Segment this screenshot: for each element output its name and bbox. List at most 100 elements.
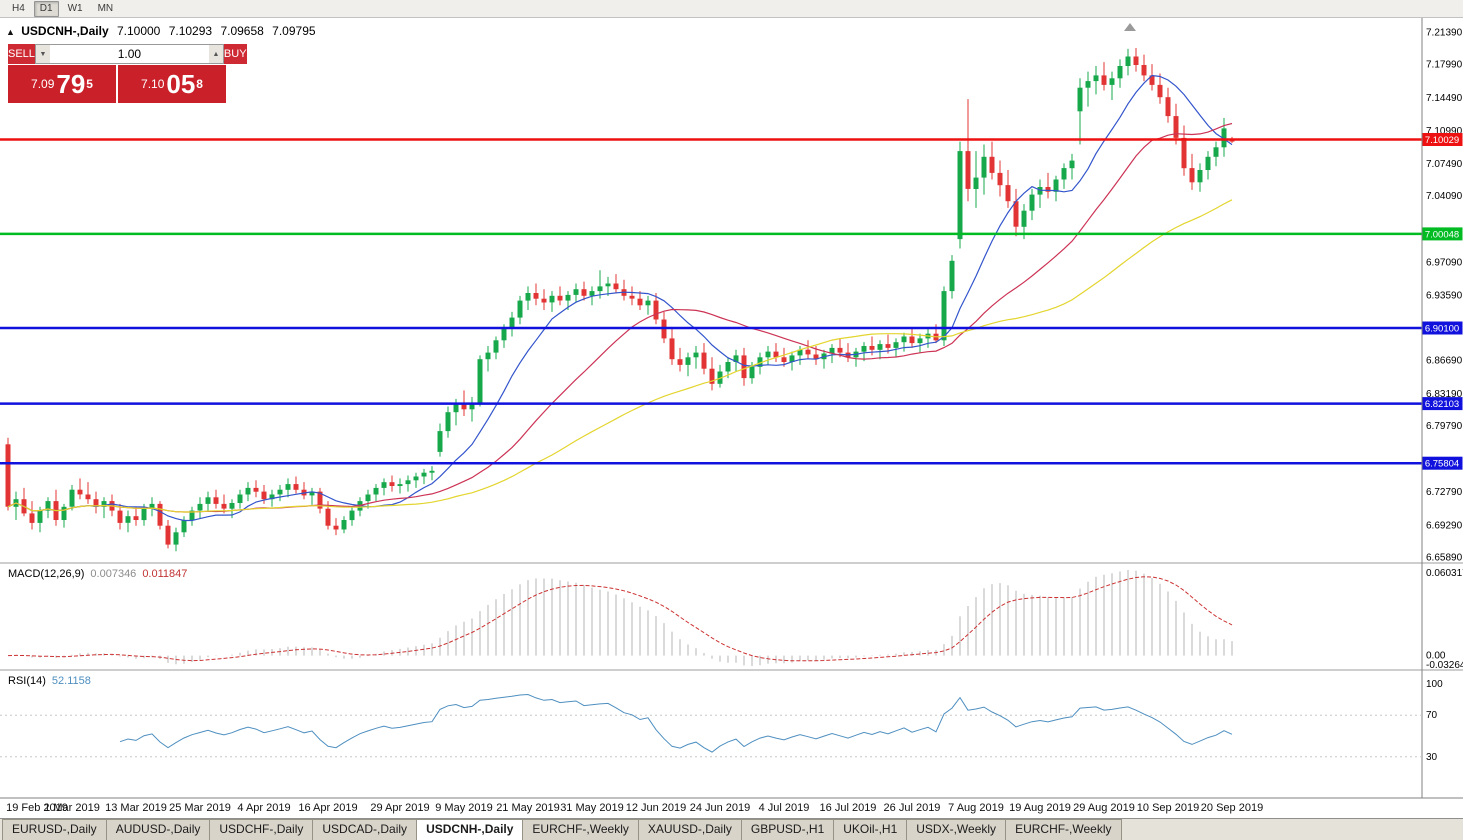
sell-pipette: 5 bbox=[86, 77, 93, 91]
chart-tab[interactable]: EURCHF-,Weekly bbox=[522, 819, 639, 840]
date-label: 29 Aug 2019 bbox=[1073, 802, 1135, 814]
svg-text:6.90100: 6.90100 bbox=[1425, 324, 1459, 335]
sell-button[interactable]: SELL bbox=[8, 44, 35, 64]
svg-text:6.82103: 6.82103 bbox=[1425, 399, 1459, 410]
chart-tab[interactable]: XAUUSD-,Daily bbox=[637, 819, 742, 840]
svg-text:-0.032648: -0.032648 bbox=[1426, 660, 1463, 671]
chart-window: 7.21390 7.17990 7.14490 7.10990 7.07490 7.040… bbox=[0, 18, 1463, 818]
svg-text:6.72790: 6.72790 bbox=[1426, 487, 1463, 498]
svg-text:6.86690: 6.86690 bbox=[1426, 356, 1463, 367]
svg-text:6.83190: 6.83190 bbox=[1426, 389, 1463, 400]
date-label: 25 Mar 2019 bbox=[169, 802, 231, 814]
volume-increase-icon[interactable]: ▲ bbox=[208, 45, 223, 63]
rsi-value: 52.1158 bbox=[51, 675, 91, 687]
svg-text:6.93590: 6.93590 bbox=[1426, 291, 1463, 302]
buy-price-button[interactable]: 7.10 05 8 bbox=[118, 65, 226, 103]
date-label: 29 Apr 2019 bbox=[370, 802, 430, 814]
one-click-trading-panel: SELL ▼ ▲ BUY 7.09 79 5 7.10 05 8 bbox=[8, 44, 247, 103]
ohlc-close: 7.09795 bbox=[272, 24, 316, 38]
chart-tab[interactable]: AUDUSD-,Daily bbox=[105, 819, 211, 840]
date-label: 16 Jul 2019 bbox=[819, 802, 877, 814]
date-label: 1 Mar 2019 bbox=[44, 802, 100, 814]
chart-symbol-label: USDCNH-,Daily bbox=[21, 24, 109, 38]
date-label: 19 Aug 2019 bbox=[1009, 802, 1071, 814]
macd-name: MACD(12,26,9) bbox=[8, 568, 85, 580]
chart-shift-marker-icon[interactable] bbox=[1124, 23, 1136, 31]
timeframe-w1-button[interactable]: W1 bbox=[67, 2, 83, 14]
macd-main-value: 0.007346 bbox=[90, 568, 137, 580]
ohlc-open: 7.10000 bbox=[116, 24, 161, 38]
date-label: 20 Sep 2019 bbox=[1200, 802, 1264, 814]
chart-tab[interactable]: USDCHF-,Daily bbox=[209, 819, 314, 840]
chart-tab[interactable]: GBPUSD-,H1 bbox=[740, 819, 835, 840]
chart-tab[interactable]: EURUSD-,Daily bbox=[2, 819, 107, 840]
svg-text:7.00048: 7.00048 bbox=[1425, 229, 1459, 240]
timeframe-d1-button[interactable]: D1 bbox=[33, 0, 59, 17]
chart-header: ▲ USDCNH-,Daily 7.10000 7.10293 7.09658 … bbox=[6, 24, 316, 38]
buy-pips: 05 bbox=[166, 69, 196, 99]
sell-pips: 79 bbox=[56, 69, 86, 99]
svg-text:6.97090: 6.97090 bbox=[1426, 257, 1463, 268]
svg-text:6.75804: 6.75804 bbox=[1425, 459, 1459, 470]
buy-button[interactable]: BUY bbox=[223, 44, 247, 64]
date-label: 13 Mar 2019 bbox=[105, 802, 167, 814]
svg-text:7.14490: 7.14490 bbox=[1426, 93, 1463, 104]
svg-text:7.04090: 7.04090 bbox=[1426, 191, 1463, 202]
date-label: 9 May 2019 bbox=[435, 802, 493, 814]
chart-tab[interactable]: UKOil-,H1 bbox=[833, 819, 908, 840]
ohlc-low: 7.09658 bbox=[220, 24, 264, 38]
collapse-triangle-icon[interactable]: ▲ bbox=[6, 27, 15, 37]
buy-big-figure: 7.10 bbox=[141, 77, 165, 91]
timeframe-h4-button[interactable]: H4 bbox=[12, 2, 25, 14]
moving-averages-layer bbox=[7, 74, 1233, 522]
volume-decrease-icon[interactable]: ▼ bbox=[35, 45, 50, 63]
rsi-layer: 100 70 30 bbox=[0, 679, 1443, 763]
date-axis: 19 Feb 2019 1 Mar 2019 13 Mar 2019 25 Mar 2… bbox=[0, 800, 1422, 818]
sell-big-figure: 7.09 bbox=[31, 77, 55, 91]
chart-canvas[interactable]: 7.21390 7.17990 7.14490 7.10990 7.07490 7.040… bbox=[0, 18, 1463, 818]
chart-tab[interactable]: USDCNH-,Daily bbox=[416, 819, 524, 840]
svg-text:6.69290: 6.69290 bbox=[1426, 520, 1463, 531]
macd-label: MACD(12,26,9) 0.007346 0.011847 bbox=[8, 568, 187, 580]
svg-text:0.060317: 0.060317 bbox=[1426, 568, 1463, 579]
date-label: 31 May 2019 bbox=[560, 802, 624, 814]
svg-text:70: 70 bbox=[1426, 710, 1438, 721]
date-label: 26 Jul 2019 bbox=[883, 802, 941, 814]
ohlc-high: 7.10293 bbox=[168, 24, 213, 38]
volume-input[interactable] bbox=[49, 45, 209, 63]
macd-signal-value: 0.011847 bbox=[142, 568, 188, 580]
date-label: 24 Jun 2019 bbox=[689, 802, 751, 814]
svg-text:7.21390: 7.21390 bbox=[1426, 28, 1463, 39]
date-label: 4 Jul 2019 bbox=[758, 802, 810, 814]
date-label: 12 Jun 2019 bbox=[625, 802, 687, 814]
date-label: 19 Feb 2019 bbox=[6, 802, 68, 814]
timeframe-toolbar: H4 D1 W1 MN bbox=[0, 0, 1463, 18]
svg-text:7.10990: 7.10990 bbox=[1426, 126, 1463, 137]
svg-text:7.17990: 7.17990 bbox=[1426, 60, 1463, 71]
chart-tab[interactable]: USDX-,Weekly bbox=[906, 819, 1007, 840]
date-label: 16 Apr 2019 bbox=[298, 802, 358, 814]
svg-text:7.10029: 7.10029 bbox=[1425, 135, 1459, 146]
date-label: 7 Aug 2019 bbox=[948, 802, 1004, 814]
date-label: 10 Sep 2019 bbox=[1136, 802, 1200, 814]
date-label: 21 May 2019 bbox=[496, 802, 560, 814]
volume-box: ▼ ▲ bbox=[34, 44, 224, 64]
macd-layer: 0.060317 0.00-0.032648 bbox=[7, 568, 1463, 671]
chart-tab[interactable]: EURCHF-,Weekly bbox=[1005, 819, 1122, 840]
rsi-name: RSI(14) bbox=[8, 675, 46, 687]
timeframe-mn-button[interactable]: MN bbox=[97, 2, 114, 14]
symbol-tabs: EURUSD-,Daily AUDUSD-,Daily USDCHF-,Daily U… bbox=[0, 818, 1463, 840]
svg-text:7.07490: 7.07490 bbox=[1426, 159, 1463, 170]
rsi-label: RSI(14) 52.1158 bbox=[8, 675, 91, 687]
level-lines-layer[interactable] bbox=[0, 138, 1422, 465]
sell-price-button[interactable]: 7.09 79 5 bbox=[8, 65, 116, 103]
svg-text:0.00: 0.00 bbox=[1426, 651, 1446, 662]
svg-text:6.65890: 6.65890 bbox=[1426, 553, 1463, 564]
candles-layer bbox=[5, 47, 1235, 552]
svg-text:6.79790: 6.79790 bbox=[1426, 421, 1463, 432]
date-label: 4 Apr 2019 bbox=[237, 802, 291, 814]
svg-text:100: 100 bbox=[1426, 679, 1443, 690]
svg-text:30: 30 bbox=[1426, 752, 1438, 763]
chart-tab[interactable]: USDCAD-,Daily bbox=[312, 819, 418, 840]
buy-pipette: 8 bbox=[196, 77, 203, 91]
